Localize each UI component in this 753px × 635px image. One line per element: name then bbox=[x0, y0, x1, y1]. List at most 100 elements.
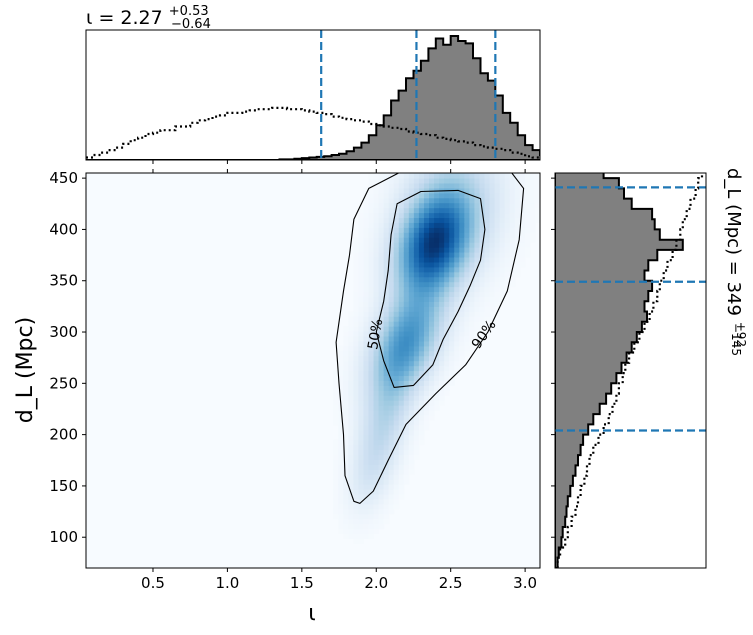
heatmap-cell bbox=[439, 232, 445, 238]
heatmap-cell bbox=[383, 207, 390, 214]
heatmap-cell bbox=[464, 276, 470, 283]
heatmap-cell bbox=[398, 419, 405, 426]
heatmap-cell bbox=[444, 242, 450, 248]
heatmap-cell bbox=[368, 301, 375, 307]
heatmap-cell bbox=[373, 385, 380, 391]
heatmap-cell bbox=[423, 424, 430, 431]
heatmap-cell bbox=[408, 281, 415, 288]
heatmap-cell bbox=[439, 355, 445, 362]
heatmap-cell bbox=[454, 192, 460, 199]
heatmap-cell bbox=[444, 217, 450, 223]
heatmap-cell bbox=[363, 281, 370, 288]
heatmap-cell bbox=[484, 207, 491, 214]
heatmap-cell bbox=[373, 498, 380, 505]
heatmap-cell bbox=[383, 256, 390, 263]
heatmap-cell bbox=[413, 256, 420, 263]
heatmap-cell bbox=[434, 212, 440, 219]
heatmap-cell bbox=[489, 266, 496, 273]
heatmap-cell bbox=[378, 217, 385, 223]
heatmap-cell bbox=[534, 197, 540, 204]
heatmap-cell bbox=[353, 296, 359, 302]
heatmap-cell bbox=[464, 266, 470, 273]
heatmap-cell bbox=[418, 212, 425, 219]
heatmap-cell bbox=[373, 429, 380, 436]
heatmap-cell bbox=[429, 400, 435, 406]
heatmap-cell bbox=[403, 306, 410, 312]
heatmap-cell bbox=[378, 316, 385, 322]
heatmap-cell bbox=[494, 207, 501, 214]
heatmap-cell bbox=[413, 449, 420, 456]
heatmap-cell bbox=[499, 182, 506, 189]
heatmap-cell bbox=[429, 345, 435, 352]
heatmap-cell bbox=[484, 271, 491, 278]
heatmap-cell bbox=[439, 321, 445, 327]
heatmap-cell bbox=[444, 207, 450, 214]
heatmap-cell bbox=[423, 227, 430, 233]
heatmap-cell bbox=[378, 439, 385, 446]
heatmap-cell bbox=[484, 266, 491, 273]
heatmap-cell bbox=[368, 212, 375, 219]
heatmap-cell bbox=[358, 513, 365, 520]
heatmap-cell bbox=[343, 385, 349, 391]
heatmap-cell bbox=[469, 301, 476, 307]
heatmap-cell bbox=[504, 237, 511, 243]
heatmap-cell bbox=[469, 281, 476, 288]
heatmap-cell bbox=[484, 286, 491, 293]
heatmap-cell bbox=[423, 276, 430, 283]
heatmap-cell bbox=[388, 222, 395, 228]
heatmap-cell bbox=[459, 222, 465, 228]
heatmap-cell bbox=[373, 340, 380, 347]
heatmap-cell bbox=[454, 365, 460, 372]
heatmap-cell bbox=[423, 232, 430, 238]
heatmap-cell bbox=[449, 256, 455, 263]
heatmap-cell bbox=[368, 350, 375, 357]
heatmap-cell bbox=[504, 197, 511, 204]
heatmap-cell bbox=[393, 242, 400, 248]
heatmap-cell bbox=[358, 459, 365, 465]
heatmap-cell bbox=[429, 271, 435, 278]
heatmap-cell bbox=[398, 459, 405, 465]
heatmap-cell bbox=[403, 375, 410, 381]
heatmap-cell bbox=[393, 429, 400, 436]
heatmap-cell bbox=[378, 207, 385, 214]
heatmap-cell bbox=[378, 508, 385, 515]
heatmap-cell bbox=[383, 335, 390, 342]
heatmap-cell bbox=[444, 385, 450, 391]
contour-90-line bbox=[335, 173, 525, 504]
heatmap-cell bbox=[363, 498, 370, 505]
heatmap-cell bbox=[368, 316, 375, 322]
heatmap-cell bbox=[429, 311, 435, 317]
heatmap-cell bbox=[373, 474, 380, 480]
heatmap-cell bbox=[398, 355, 405, 362]
heatmap-cell bbox=[489, 182, 496, 189]
heatmap-cell bbox=[509, 177, 516, 184]
heatmap-cell bbox=[439, 335, 445, 342]
heatmap-cell bbox=[413, 400, 420, 406]
heatmap-cell bbox=[474, 296, 481, 302]
heatmap-cell bbox=[459, 311, 465, 317]
heatmap-cell bbox=[343, 469, 349, 475]
heatmap-cell bbox=[383, 508, 390, 515]
heatmap-cell bbox=[343, 489, 349, 495]
heatmap-cell bbox=[353, 286, 359, 293]
heatmap-cell bbox=[499, 286, 506, 293]
heatmap-cell bbox=[494, 222, 501, 228]
heatmap-cell bbox=[494, 286, 501, 293]
heatmap-cell bbox=[469, 331, 476, 337]
heatmap-cell bbox=[378, 385, 385, 391]
heatmap-cell bbox=[398, 252, 405, 258]
heatmap-cell bbox=[398, 187, 405, 194]
heatmap-cell bbox=[459, 173, 465, 179]
heatmap-cell bbox=[423, 173, 430, 179]
heatmap-cell bbox=[388, 474, 395, 480]
heatmap-cell bbox=[418, 222, 425, 228]
heatmap-cell bbox=[439, 350, 445, 357]
heatmap-cell bbox=[358, 252, 365, 258]
heatmap-cell bbox=[373, 286, 380, 293]
heatmap-cell bbox=[519, 212, 526, 219]
heatmap-cell bbox=[444, 291, 450, 298]
heatmap-cell bbox=[454, 266, 460, 273]
heatmap-cell bbox=[474, 311, 481, 317]
heatmap-cell bbox=[398, 197, 405, 204]
heatmap-cell bbox=[343, 508, 349, 515]
